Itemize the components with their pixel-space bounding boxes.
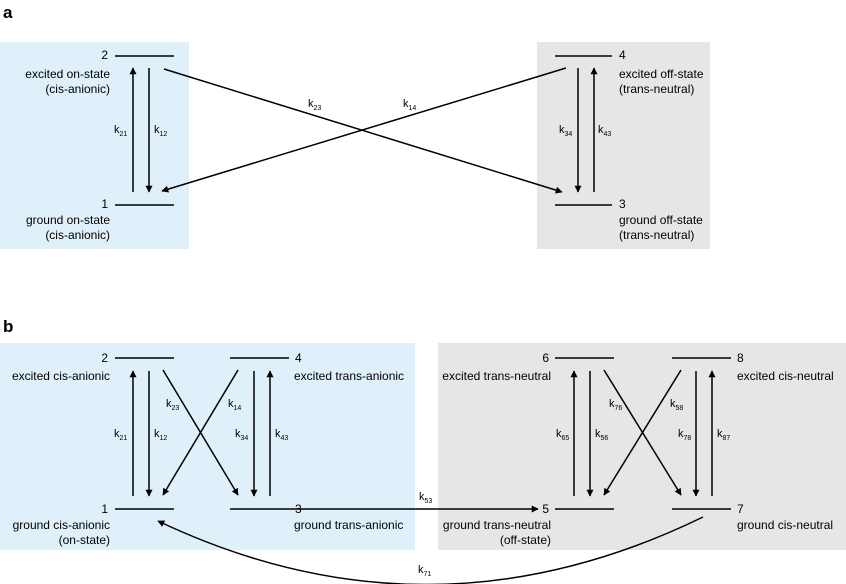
panel-a-state-1-number: 1 — [101, 197, 108, 211]
panel-b-rate-k78: k78 — [678, 428, 691, 442]
panel-b-rate-k65: k65 — [556, 428, 569, 442]
panel-b-rate-k53: k53 — [419, 491, 432, 505]
panel-b-state-4-label: excited trans-anionic — [294, 369, 404, 383]
panel-b-rate-k34: k34 — [235, 428, 248, 442]
panel-b-state-1-label: ground cis-anionic — [13, 518, 110, 532]
panel-a-state-4-sublabel: (trans-neutral) — [619, 82, 694, 96]
panel-a-rate-k12: k12 — [154, 124, 167, 138]
panel-a-state-1-label: ground on-state — [26, 213, 110, 227]
panel-b-rate-k14: k14 — [228, 398, 241, 412]
panel-a-on-state-box — [0, 42, 189, 249]
panel-a-rate-k21: k21 — [114, 124, 127, 138]
panel-b-rate-k87: k87 — [717, 428, 730, 442]
panel-b-state-4-number: 4 — [295, 351, 302, 365]
panel-a-state-1-sublabel: (cis-anionic) — [45, 228, 110, 242]
panel-b-arrow-k71 — [157, 516, 704, 584]
panel-a-rate-k43: k43 — [598, 124, 611, 138]
panel-a-rate-k34: k34 — [559, 124, 572, 138]
panel-b-rate-k21: k21 — [114, 428, 127, 442]
panel-a-arrow-k14 — [161, 67, 567, 193]
panel-b-neutral-box — [438, 343, 846, 550]
panel-a-state-4-label: excited off-state — [619, 67, 704, 81]
panel-b-state-5-sublabel: (off-state) — [500, 533, 551, 547]
panel-b-state-1-sublabel: (on-state) — [59, 533, 110, 547]
panel-b-rate-k58: k58 — [670, 398, 683, 412]
panel-a-state-2-sublabel: (cis-anionic) — [45, 82, 110, 96]
panel-b-state-6-number: 6 — [542, 351, 549, 365]
panel-a-rate-k23: k23 — [308, 98, 321, 112]
panel-b-state-8-number: 8 — [737, 351, 744, 365]
panel-a-off-state-box — [537, 42, 710, 249]
panel-b-rate-k71: k71 — [418, 564, 431, 578]
panel-b-rate-k56: k56 — [595, 428, 608, 442]
panel-a-label: a — [3, 3, 13, 22]
panel-a-state-3-number: 3 — [619, 197, 626, 211]
panel-a-state-4-number: 4 — [619, 48, 626, 62]
panel-b-state-7-number: 7 — [737, 502, 744, 516]
panel-a-state-3-sublabel: (trans-neutral) — [619, 228, 694, 242]
panel-a-state-2-label: excited on-state — [25, 67, 110, 81]
panel-b-state-8-label: excited cis-neutral — [737, 369, 834, 383]
panel-b-state-1-number: 1 — [101, 502, 108, 516]
panel-b-state-7-label: ground cis-neutral — [737, 518, 833, 532]
panel-b-rate-k12: k12 — [154, 428, 167, 442]
panel-b-state-3-label: ground trans-anionic — [294, 518, 403, 532]
panel-b-state-5-label: ground trans-neutral — [443, 518, 551, 532]
panel-a-rate-k14: k14 — [403, 98, 416, 112]
panel-b-arrow-k14 — [162, 369, 239, 496]
panel-b-rate-k43: k43 — [275, 428, 288, 442]
panel-b-label: b — [3, 317, 13, 336]
panel-b-state-5-number: 5 — [542, 502, 549, 516]
panel-b-rate-k23: k23 — [166, 398, 179, 412]
panel-a-state-3-label: ground off-state — [619, 213, 703, 227]
panel-b-anionic-box — [0, 343, 415, 550]
panel-b-state-6-label: excited trans-neutral — [442, 369, 551, 383]
panel-b-rate-k76: k76 — [609, 398, 622, 412]
panel-b-arrow-k58 — [603, 369, 682, 496]
panel-b-state-2-number: 2 — [101, 351, 108, 365]
panel-b-state-2-label: excited cis-anionic — [12, 369, 110, 383]
panel-a-state-2-number: 2 — [101, 48, 108, 62]
